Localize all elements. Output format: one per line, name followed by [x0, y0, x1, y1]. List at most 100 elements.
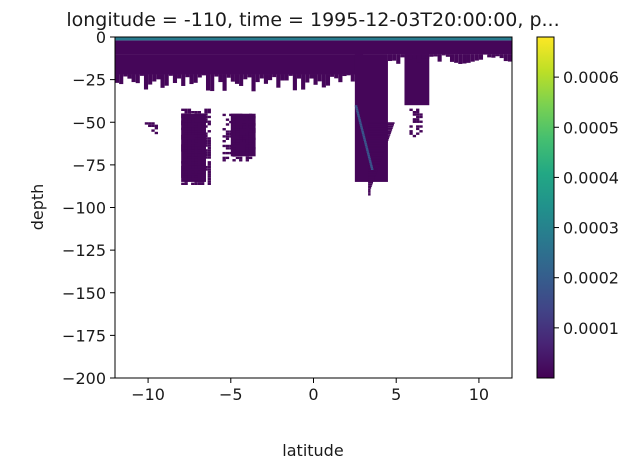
- field-speckle: [184, 130, 188, 133]
- field-speckle: [416, 108, 420, 111]
- field-streak-cell: [361, 132, 365, 135]
- field-speckle: [201, 132, 205, 135]
- field-edge-cell: [368, 151, 385, 153]
- field-speckle: [207, 173, 211, 176]
- field-edge-cell: [239, 74, 244, 86]
- field-speckle: [181, 165, 185, 169]
- field-edge-cell: [412, 54, 417, 59]
- field-streak-cell: [366, 151, 370, 153]
- field-speckle: [412, 120, 417, 123]
- field-edge-cell: [115, 74, 120, 83]
- field-streak-cell: [358, 120, 362, 123]
- field-speckle: [151, 122, 155, 125]
- field-edge-cell: [205, 74, 211, 91]
- field-speckle: [194, 132, 198, 135]
- field-speckle: [151, 129, 155, 132]
- field-speckle: [201, 180, 205, 183]
- field-speckle: [239, 137, 243, 140]
- field-speckle: [191, 161, 195, 164]
- field-edge-cell: [247, 74, 252, 78]
- field-speckle: [184, 180, 188, 183]
- field-edge-cell: [251, 74, 256, 92]
- field-speckle: [181, 113, 185, 116]
- field-edge-cell: [172, 74, 178, 84]
- field-speckle: [252, 123, 256, 126]
- field-speckle: [245, 116, 249, 119]
- field-speckle: [184, 110, 188, 114]
- field-speckle: [184, 156, 188, 159]
- field-edge-cell: [491, 54, 496, 58]
- field-speckle: [416, 113, 420, 116]
- field-edge-cell: [368, 161, 381, 164]
- field-speckle: [242, 120, 246, 124]
- field-speckle: [225, 135, 230, 138]
- field-speckle: [184, 149, 188, 152]
- field-edge-cell: [152, 74, 157, 82]
- field-speckle: [201, 137, 205, 140]
- field-speckle: [194, 146, 198, 150]
- field-speckle: [225, 156, 230, 160]
- field-speckle: [184, 125, 188, 128]
- field-speckle: [181, 127, 185, 131]
- field-speckle: [207, 182, 211, 185]
- field-speckle: [194, 153, 198, 157]
- field-speckle: [242, 151, 246, 155]
- field-edge-cell: [387, 54, 393, 62]
- field-streak-cell: [354, 105, 358, 107]
- field-edge-cell: [189, 74, 194, 85]
- field-speckle: [252, 137, 256, 140]
- field-speckle: [245, 139, 249, 143]
- field-speckle: [239, 156, 243, 160]
- field-edge-cell: [478, 54, 484, 60]
- field-edge-cell: [499, 54, 504, 59]
- field-speckle: [181, 161, 185, 164]
- field-speckle: [197, 122, 202, 126]
- field-speckle: [235, 128, 240, 131]
- field-speckle: [181, 170, 185, 174]
- field-speckle: [239, 135, 243, 138]
- field-speckle: [232, 139, 236, 143]
- field-speckle: [235, 139, 240, 143]
- field-speckle: [181, 173, 185, 176]
- field-edge-cell: [301, 74, 306, 90]
- field-speckle: [419, 120, 423, 123]
- field-edge-cell: [368, 180, 374, 182]
- field-speckle: [184, 175, 188, 178]
- field-speckle: [419, 115, 423, 119]
- field-speckle: [239, 139, 243, 143]
- field-speckle: [181, 108, 185, 111]
- field-streak-cell: [357, 115, 360, 118]
- field-speckle: [235, 137, 240, 140]
- field-speckle: [207, 165, 211, 169]
- field-speckle: [248, 137, 253, 140]
- field-edge-cell: [127, 74, 132, 79]
- field-speckle: [194, 161, 198, 164]
- field-speckle: [181, 144, 185, 147]
- field-edge-cell: [368, 144, 387, 147]
- field-speckle: [154, 127, 159, 130]
- field-speckle: [207, 149, 211, 152]
- field-edge-cell: [321, 74, 326, 88]
- field-speckle: [239, 125, 243, 129]
- field-edge-cell: [368, 158, 382, 160]
- field-streak-cell: [368, 159, 372, 162]
- field-streak-cell: [364, 142, 367, 145]
- field-speckle: [207, 142, 211, 145]
- field-speckle: [245, 149, 249, 152]
- field-speckle: [197, 170, 202, 174]
- field-speckle: [184, 113, 188, 116]
- field-edge-cell: [309, 74, 314, 79]
- field-speckle: [207, 120, 211, 123]
- field-edge-cell: [218, 74, 223, 83]
- field-edge-cell: [338, 74, 343, 83]
- field-edge-cell: [368, 125, 394, 128]
- field-speckle: [248, 118, 253, 121]
- field-speckle: [154, 131, 159, 135]
- field-edge-cell: [368, 193, 371, 196]
- field-speckle: [207, 180, 211, 183]
- field-streak-cell: [363, 139, 367, 142]
- field-edge-cell: [123, 74, 128, 77]
- field-speckle: [235, 113, 240, 117]
- field-edge-cell: [368, 142, 388, 145]
- field-speckle: [201, 163, 205, 166]
